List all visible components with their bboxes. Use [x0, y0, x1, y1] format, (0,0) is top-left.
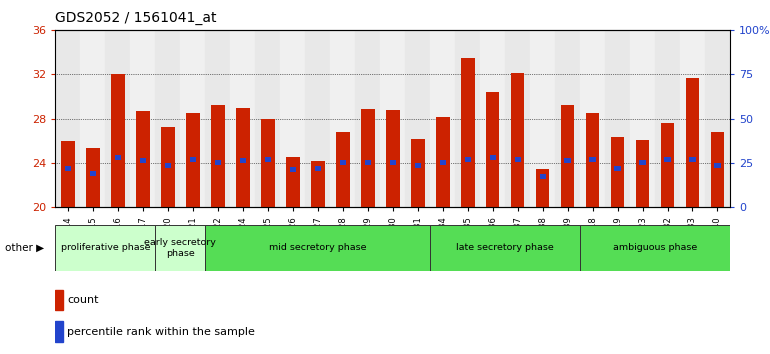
- Bar: [405, 30, 430, 207]
- Bar: [611, 137, 624, 207]
- Bar: [365, 160, 371, 165]
- Bar: [161, 127, 175, 207]
- Bar: [315, 166, 321, 171]
- Text: late secretory phase: late secretory phase: [457, 243, 554, 252]
- Text: percentile rank within the sample: percentile rank within the sample: [67, 327, 255, 337]
- Bar: [206, 30, 230, 207]
- Bar: [239, 158, 246, 163]
- Bar: [536, 170, 550, 207]
- Bar: [411, 138, 424, 207]
- Text: other ▶: other ▶: [5, 243, 45, 253]
- Bar: [61, 141, 75, 207]
- Bar: [605, 30, 630, 207]
- Bar: [186, 113, 199, 207]
- Bar: [115, 155, 121, 160]
- Bar: [590, 157, 596, 162]
- Bar: [256, 30, 280, 207]
- Bar: [180, 30, 206, 207]
- Bar: [55, 290, 63, 310]
- Bar: [236, 108, 249, 207]
- Bar: [55, 321, 63, 342]
- Bar: [280, 30, 305, 207]
- Bar: [305, 30, 330, 207]
- Bar: [156, 30, 180, 207]
- Bar: [336, 132, 350, 207]
- Bar: [261, 119, 275, 207]
- Bar: [156, 225, 206, 271]
- Bar: [265, 157, 271, 162]
- Bar: [685, 78, 699, 207]
- Bar: [680, 30, 705, 207]
- Bar: [140, 158, 146, 163]
- Text: proliferative phase: proliferative phase: [61, 243, 150, 252]
- Bar: [340, 160, 346, 165]
- Bar: [86, 148, 100, 207]
- Bar: [540, 173, 546, 179]
- Bar: [705, 30, 730, 207]
- Bar: [511, 73, 524, 207]
- Bar: [206, 225, 430, 271]
- Bar: [630, 30, 655, 207]
- Bar: [480, 30, 505, 207]
- Bar: [211, 105, 225, 207]
- Bar: [90, 171, 96, 176]
- Bar: [80, 30, 105, 207]
- Text: GDS2052 / 1561041_at: GDS2052 / 1561041_at: [55, 11, 217, 25]
- Bar: [130, 30, 156, 207]
- Bar: [380, 30, 405, 207]
- Bar: [639, 160, 645, 165]
- Bar: [711, 132, 725, 207]
- Bar: [165, 162, 171, 167]
- Bar: [586, 113, 599, 207]
- Bar: [111, 74, 125, 207]
- Bar: [230, 30, 256, 207]
- Bar: [530, 30, 555, 207]
- Text: mid secretory phase: mid secretory phase: [269, 243, 367, 252]
- Bar: [689, 157, 695, 162]
- Bar: [414, 162, 420, 167]
- Bar: [55, 225, 156, 271]
- Bar: [514, 157, 521, 162]
- Bar: [440, 160, 446, 165]
- Bar: [655, 30, 680, 207]
- Bar: [189, 157, 196, 162]
- Bar: [460, 58, 474, 207]
- Bar: [290, 167, 296, 172]
- Bar: [330, 30, 355, 207]
- Bar: [386, 110, 400, 207]
- Bar: [430, 30, 455, 207]
- Bar: [561, 105, 574, 207]
- Bar: [430, 225, 580, 271]
- Bar: [505, 30, 530, 207]
- Bar: [286, 157, 300, 207]
- Bar: [580, 30, 605, 207]
- Bar: [564, 158, 571, 163]
- Text: ambiguous phase: ambiguous phase: [613, 243, 697, 252]
- Bar: [136, 111, 149, 207]
- Bar: [661, 123, 675, 207]
- Bar: [486, 92, 500, 207]
- Bar: [455, 30, 480, 207]
- Bar: [361, 109, 374, 207]
- Bar: [614, 166, 621, 171]
- Bar: [715, 162, 721, 167]
- Bar: [436, 118, 450, 207]
- Bar: [464, 157, 470, 162]
- Bar: [355, 30, 380, 207]
- Bar: [65, 166, 71, 171]
- Bar: [636, 139, 649, 207]
- Text: count: count: [67, 295, 99, 305]
- Bar: [580, 225, 730, 271]
- Bar: [390, 160, 396, 165]
- Bar: [490, 155, 496, 160]
- Bar: [311, 161, 325, 207]
- Bar: [55, 30, 80, 207]
- Bar: [215, 160, 221, 165]
- Bar: [105, 30, 130, 207]
- Bar: [665, 157, 671, 162]
- Bar: [555, 30, 580, 207]
- Text: early secretory
phase: early secretory phase: [145, 238, 216, 257]
